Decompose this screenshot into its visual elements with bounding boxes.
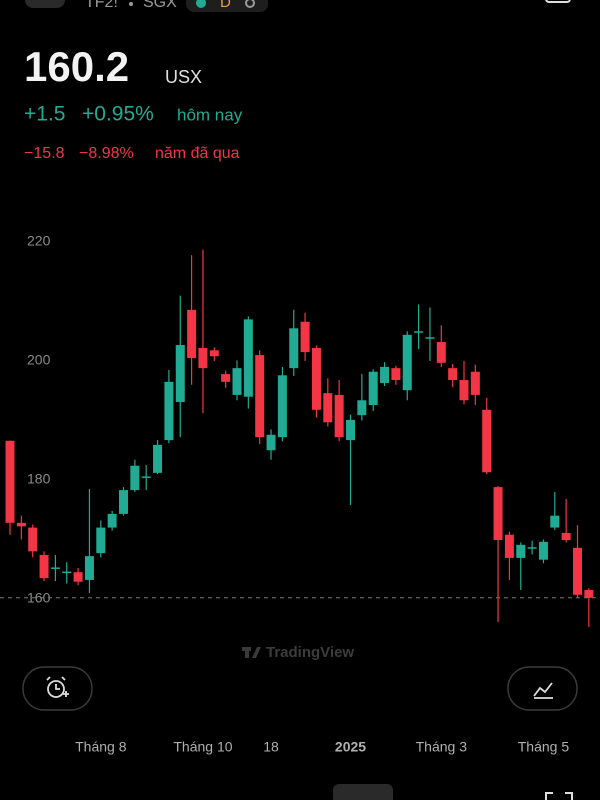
candle-body [175,344,185,403]
candle-body [107,513,117,528]
candle-body [584,590,594,598]
candle-body [187,309,197,359]
candle-body [323,393,333,423]
candle-body [266,434,276,451]
market-dot [196,0,206,8]
candle-body [39,554,49,579]
currency: USX [165,67,202,87]
candle-body [277,375,287,438]
candle-body [62,571,72,574]
candle-body [119,490,128,514]
price: 160.2 [24,43,129,90]
x-axis: Tháng 8 Tháng 10 18 2025 Tháng 3 Tháng 5 [75,739,569,755]
y-tick-label: 200 [27,352,51,368]
alert-icon [46,676,69,698]
status-badge [186,0,268,12]
change-year-pct: −8.98% [79,145,134,162]
today-label: hôm nay [177,105,243,124]
candle-body [311,347,321,410]
candle-body [5,440,15,523]
candle-body [414,331,424,333]
candle-body [538,541,548,560]
candle-body [448,368,458,381]
candle-body [357,400,367,416]
x-tick-label: 2025 [335,739,366,755]
link-icon [245,0,255,8]
watermark: TradingView [266,644,354,661]
candle-body [436,341,446,363]
candle-body [28,527,38,552]
interval: D [220,0,231,11]
y-tick-label: 180 [27,471,51,487]
change-today-pct: +0.95% [82,103,154,126]
top-icon[interactable] [545,0,571,3]
x-tick-label: Tháng 5 [518,739,570,755]
chart-type-icon [533,682,553,699]
candle-body [527,547,537,549]
x-tick-label: Tháng 3 [416,739,468,755]
candle-body [73,572,83,582]
candle-body [96,527,106,554]
candle-body [459,380,469,401]
fullscreen-icon[interactable] [545,792,573,800]
candle-body [141,476,151,478]
candle-body [573,547,582,595]
candle-body [209,350,219,357]
candle-body [221,374,231,382]
candle-body [482,409,492,473]
candle-body [380,366,390,384]
candle-body [334,394,344,438]
candle-body [198,347,208,369]
candle-body [16,522,26,527]
year-label: năm đã qua [155,145,240,162]
candle-body [300,321,310,353]
candle-body [425,337,435,339]
candle-body [550,515,560,528]
separator [129,2,133,6]
candle-body [346,419,355,441]
candle-body [504,534,514,558]
candle-body [289,328,299,369]
symbol: TF2! [85,0,118,11]
candle-body [232,368,242,395]
watermark-logo [242,647,261,658]
chart-type-button[interactable] [507,666,578,711]
candle-body [130,465,140,491]
top-bar: TF2! SGX D [25,0,571,12]
nav-button[interactable] [333,784,393,800]
change-today: +1.5 [24,103,65,126]
candle-body [402,334,412,391]
candle-body [243,319,253,397]
x-tick-label: Tháng 10 [173,739,232,755]
candle-body [164,381,174,441]
x-tick-label: 18 [263,739,279,755]
candle-body [493,487,503,541]
y-tick-label: 160 [27,590,51,606]
candle-body [391,368,401,381]
candle-body [561,532,571,541]
candle-body [84,556,94,580]
plot: 160 180 200 220 [0,233,600,627]
candle-body [153,444,163,473]
candle-body [255,355,265,438]
menu-button[interactable] [25,0,65,8]
x-tick-label: Tháng 8 [75,739,127,755]
change-year: −15.8 [24,145,65,162]
candle-body [368,371,378,406]
candle-body [516,544,526,558]
exchange: SGX [143,0,177,11]
candle-body [470,371,480,395]
y-tick-label: 220 [27,233,51,249]
candle-body [50,567,60,569]
